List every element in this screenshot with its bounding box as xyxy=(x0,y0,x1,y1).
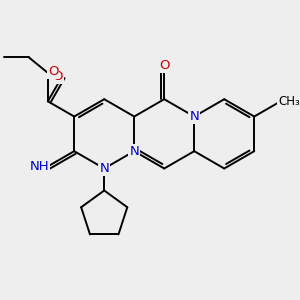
Text: O: O xyxy=(48,65,58,78)
Text: N: N xyxy=(189,110,199,123)
Text: NH: NH xyxy=(30,160,50,173)
Text: O: O xyxy=(52,70,63,83)
Text: N: N xyxy=(129,145,139,158)
Text: O: O xyxy=(159,59,169,72)
Text: N: N xyxy=(99,162,109,175)
Text: CH₃: CH₃ xyxy=(278,95,300,108)
